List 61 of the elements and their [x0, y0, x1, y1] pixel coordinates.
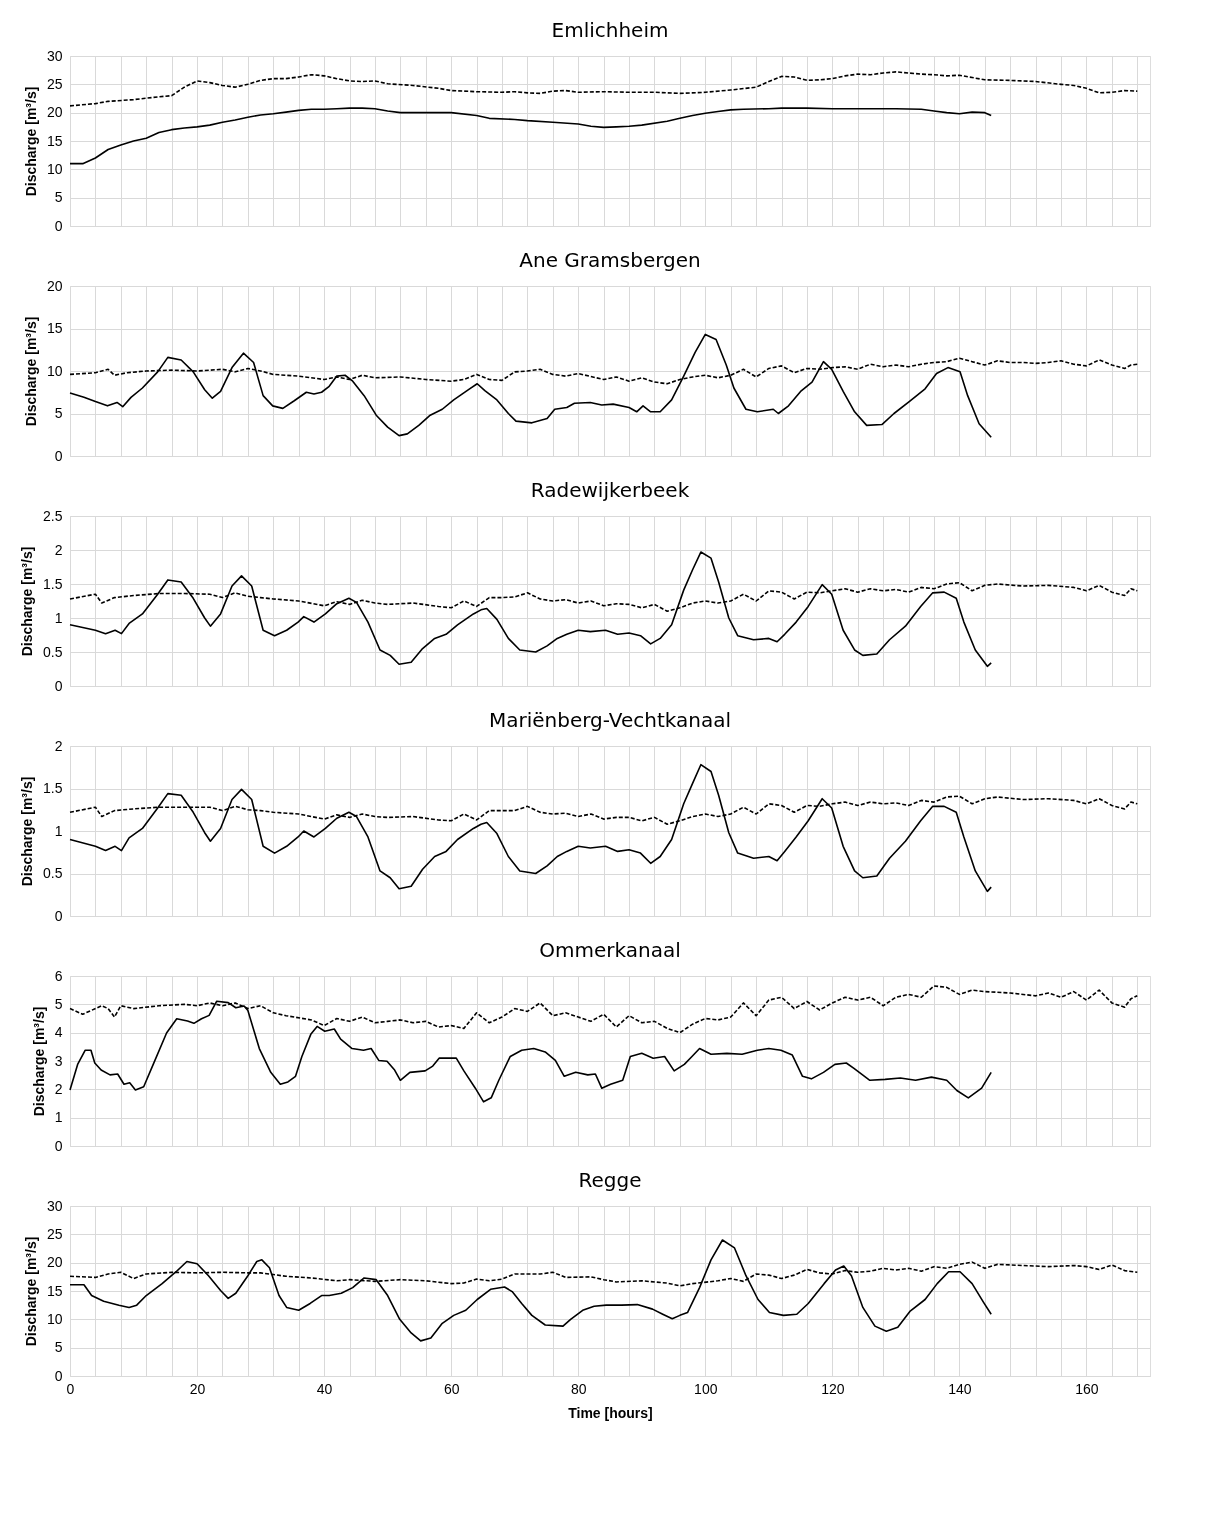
y-tick-label: 30 — [46, 47, 63, 64]
y-axis-title: Discharge [m³/s] — [22, 1236, 39, 1347]
y-tick-label: 10 — [46, 1310, 63, 1327]
y-tick-label: 0 — [54, 217, 63, 234]
y-axis-title: Discharge [m³/s] — [22, 86, 39, 197]
y-tick-label: 25 — [46, 75, 63, 92]
y-tick-label: 6 — [54, 967, 63, 984]
y-tick-label: 1 — [54, 609, 63, 626]
x-tick-label: 20 — [189, 1380, 206, 1397]
y-tick-label: 20 — [46, 104, 63, 121]
y-tick-label: 1.5 — [43, 575, 63, 592]
x-tick-label: 160 — [1075, 1380, 1099, 1397]
chart-title: Ane Gramsbergen — [519, 248, 701, 272]
y-tick-label: 2.5 — [43, 507, 63, 524]
y-tick-label: 2 — [54, 1080, 63, 1097]
y-tick-label: 0 — [54, 907, 63, 924]
y-tick-label: 3 — [54, 1052, 63, 1069]
y-tick-label: 10 — [46, 160, 63, 177]
x-tick-label: 60 — [443, 1380, 460, 1397]
x-tick-label: 0 — [66, 1380, 75, 1397]
line-series — [69, 71, 1139, 107]
chart-title: Ommerkanaal — [539, 938, 681, 962]
y-tick-label: 4 — [54, 1024, 63, 1041]
y-tick-label: 1.5 — [43, 780, 63, 796]
x-tick-label: 100 — [694, 1380, 718, 1397]
y-tick-label: 5 — [54, 405, 63, 421]
x-axis-title: Time [hours] — [568, 1404, 653, 1421]
y-axis-title: Discharge [m³/s] — [19, 776, 36, 887]
y-tick-label: 25 — [46, 1225, 63, 1242]
y-tick-label: 1 — [54, 822, 63, 839]
y-tick-label: 30 — [46, 1197, 63, 1214]
y-tick-label: 0.5 — [43, 865, 63, 881]
line-series — [69, 107, 992, 165]
y-tick-label: 15 — [46, 320, 63, 336]
y-tick-label: 2 — [54, 541, 63, 558]
y-tick-label: 2 — [54, 737, 63, 754]
y-tick-label: 5 — [54, 995, 63, 1012]
y-tick-label: 20 — [46, 277, 63, 294]
y-axis-title: Discharge [m³/s] — [19, 546, 36, 657]
y-tick-label: 0.5 — [43, 643, 63, 660]
chart-title: Emlichheim — [551, 18, 669, 42]
y-tick-label: 0 — [54, 1137, 63, 1154]
y-tick-label: 20 — [46, 1254, 63, 1271]
x-tick-label: 80 — [570, 1380, 587, 1397]
y-tick-label: 1 — [54, 1109, 63, 1126]
y-tick-label: 0 — [54, 677, 63, 694]
y-tick-label: 0 — [54, 1367, 63, 1384]
y-axis-title: Discharge [m³/s] — [30, 1006, 47, 1117]
x-tick-label: 40 — [316, 1380, 333, 1397]
chart-title: Radewijkerbeek — [530, 478, 690, 502]
y-tick-label: 15 — [46, 1282, 63, 1299]
y-tick-label: 10 — [46, 362, 63, 379]
y-tick-label: 15 — [46, 132, 63, 149]
chart-title: Mariënberg-Vechtkanaal — [488, 708, 732, 732]
chart-title: Regge — [578, 1168, 642, 1192]
y-tick-label: 0 — [54, 447, 63, 464]
x-tick-label: 140 — [948, 1380, 972, 1397]
y-tick-label: 5 — [54, 1339, 63, 1356]
y-tick-label: 5 — [54, 189, 63, 206]
x-tick-label: 120 — [821, 1380, 845, 1397]
y-axis-title: Discharge [m³/s] — [22, 316, 39, 427]
